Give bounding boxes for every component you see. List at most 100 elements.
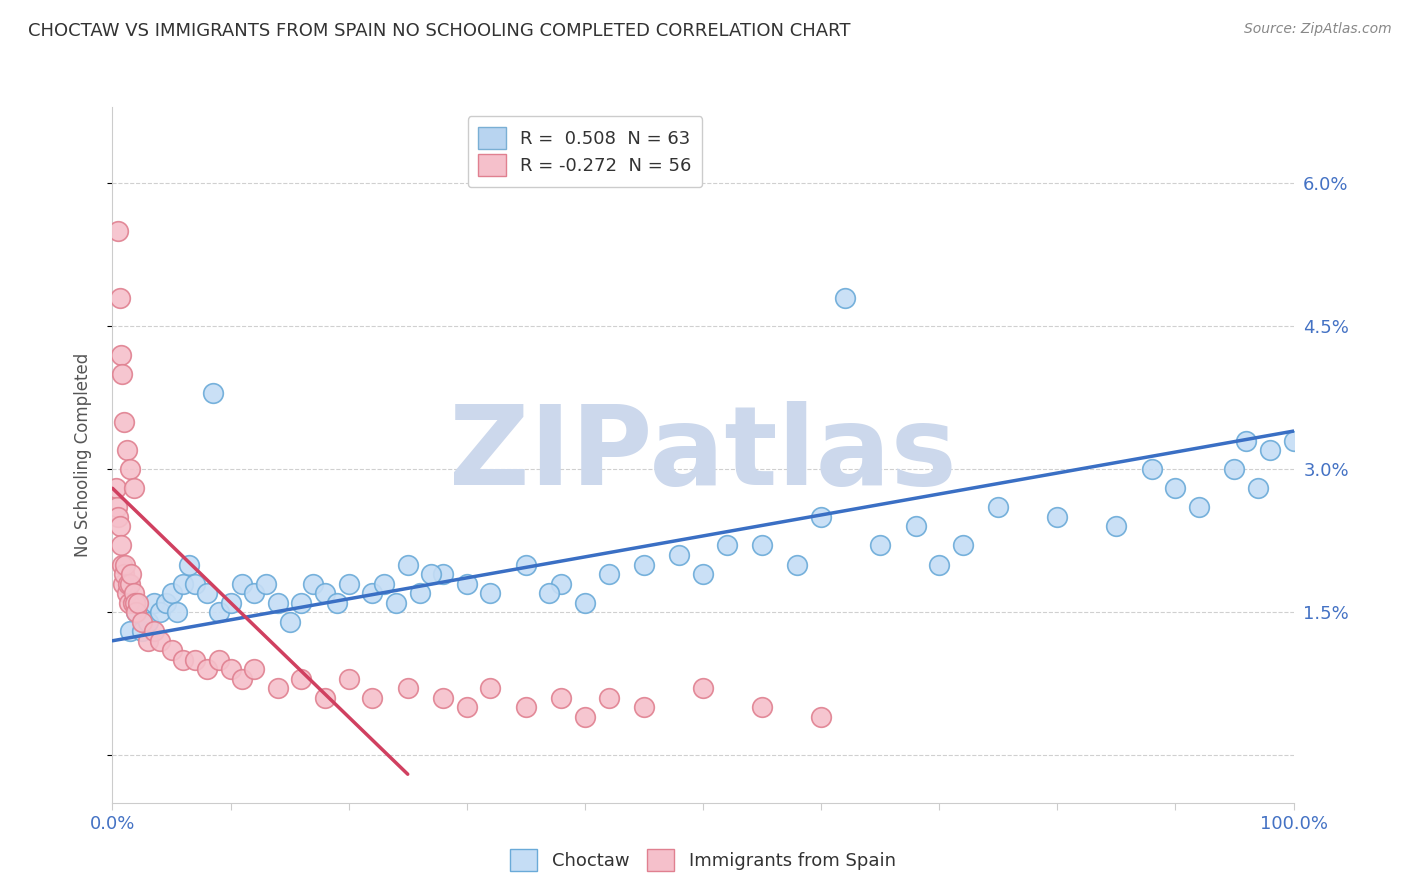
Point xyxy=(108,519,131,533)
Point xyxy=(515,558,537,572)
Point xyxy=(208,605,231,619)
Point xyxy=(716,539,738,553)
Point xyxy=(267,596,290,610)
Text: ZIPatlas: ZIPatlas xyxy=(449,401,957,508)
Point xyxy=(550,576,572,591)
Point xyxy=(105,500,128,515)
Point xyxy=(751,700,773,714)
Point xyxy=(432,690,454,705)
Point xyxy=(231,576,253,591)
Point xyxy=(107,509,129,524)
Point xyxy=(110,539,132,553)
Point xyxy=(385,596,408,610)
Point xyxy=(166,605,188,619)
Point xyxy=(121,596,143,610)
Point xyxy=(219,596,242,610)
Point xyxy=(125,605,148,619)
Text: CHOCTAW VS IMMIGRANTS FROM SPAIN NO SCHOOLING COMPLETED CORRELATION CHART: CHOCTAW VS IMMIGRANTS FROM SPAIN NO SCHO… xyxy=(28,22,851,40)
Point xyxy=(149,605,172,619)
Text: Source: ZipAtlas.com: Source: ZipAtlas.com xyxy=(1244,22,1392,37)
Point xyxy=(1188,500,1211,515)
Point xyxy=(172,576,194,591)
Point xyxy=(117,576,139,591)
Point xyxy=(290,596,312,610)
Point xyxy=(1164,481,1187,495)
Point xyxy=(195,662,218,676)
Point xyxy=(115,443,138,458)
Point xyxy=(786,558,808,572)
Point xyxy=(456,700,478,714)
Point xyxy=(243,662,266,676)
Point xyxy=(361,586,384,600)
Legend: R =  0.508  N = 63, R = -0.272  N = 56: R = 0.508 N = 63, R = -0.272 N = 56 xyxy=(468,116,702,187)
Point xyxy=(267,681,290,696)
Point xyxy=(111,558,134,572)
Point xyxy=(208,653,231,667)
Point xyxy=(479,586,502,600)
Point xyxy=(396,681,419,696)
Point xyxy=(105,481,128,495)
Legend: Choctaw, Immigrants from Spain: Choctaw, Immigrants from Spain xyxy=(503,842,903,879)
Point xyxy=(172,653,194,667)
Point xyxy=(952,539,974,553)
Point xyxy=(928,558,950,572)
Y-axis label: No Schooling Completed: No Schooling Completed xyxy=(73,353,91,557)
Point xyxy=(131,615,153,629)
Point xyxy=(195,586,218,600)
Point xyxy=(1247,481,1270,495)
Point xyxy=(112,567,135,582)
Point xyxy=(1282,434,1305,448)
Point xyxy=(692,681,714,696)
Point xyxy=(131,624,153,639)
Point xyxy=(112,415,135,429)
Point xyxy=(869,539,891,553)
Point xyxy=(326,596,349,610)
Point xyxy=(692,567,714,582)
Point xyxy=(149,633,172,648)
Point xyxy=(160,643,183,657)
Point xyxy=(120,576,142,591)
Point xyxy=(125,605,148,619)
Point xyxy=(108,291,131,305)
Point xyxy=(122,481,145,495)
Point xyxy=(115,586,138,600)
Point xyxy=(155,596,177,610)
Point xyxy=(987,500,1010,515)
Point xyxy=(179,558,201,572)
Point xyxy=(515,700,537,714)
Point xyxy=(598,567,620,582)
Point xyxy=(574,710,596,724)
Point xyxy=(904,519,927,533)
Point xyxy=(120,624,142,639)
Point xyxy=(107,224,129,238)
Point xyxy=(479,681,502,696)
Point xyxy=(456,576,478,591)
Point xyxy=(201,386,224,401)
Point xyxy=(751,539,773,553)
Point xyxy=(538,586,561,600)
Point xyxy=(231,672,253,686)
Point xyxy=(290,672,312,686)
Point xyxy=(314,690,336,705)
Point xyxy=(1234,434,1257,448)
Point xyxy=(142,596,165,610)
Point xyxy=(111,367,134,381)
Point xyxy=(112,576,135,591)
Point xyxy=(120,567,142,582)
Point xyxy=(668,548,690,562)
Point xyxy=(1223,462,1246,476)
Point xyxy=(160,586,183,600)
Point xyxy=(361,690,384,705)
Point xyxy=(114,558,136,572)
Point xyxy=(120,462,142,476)
Point xyxy=(420,567,443,582)
Point xyxy=(1105,519,1128,533)
Point xyxy=(184,576,207,591)
Point xyxy=(633,700,655,714)
Point xyxy=(142,624,165,639)
Point xyxy=(122,586,145,600)
Point xyxy=(337,576,360,591)
Point xyxy=(810,509,832,524)
Point xyxy=(1046,509,1069,524)
Point xyxy=(254,576,277,591)
